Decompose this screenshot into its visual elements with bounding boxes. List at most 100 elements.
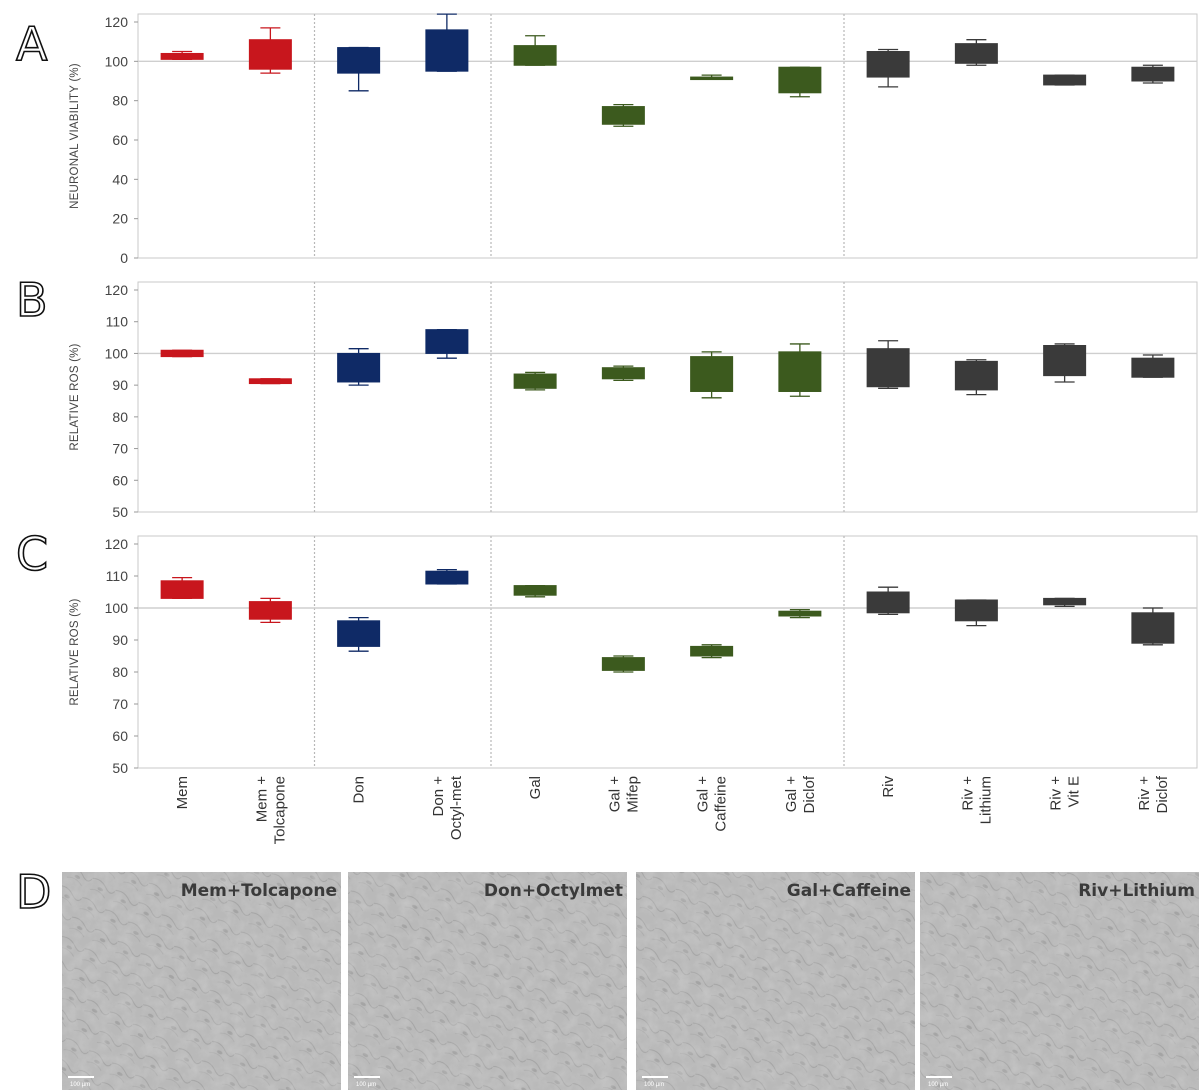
- box: [954, 599, 998, 622]
- box: [513, 373, 557, 389]
- box: [160, 580, 204, 599]
- micrograph-panel: Mem+Tolcapone 100 µm: [62, 872, 341, 1090]
- y-tick-label: 60: [112, 132, 128, 148]
- box: [1131, 357, 1175, 378]
- y-tick-label: 100: [105, 600, 129, 616]
- box: [337, 620, 381, 647]
- box: [425, 570, 469, 585]
- box: [866, 348, 910, 388]
- box: [690, 76, 734, 81]
- category-label: Riv: [880, 776, 897, 798]
- micrograph-panel: Riv+Lithium 100 µm: [920, 872, 1199, 1090]
- category-label: Gal +: [695, 776, 712, 813]
- panel-label-d: D: [16, 865, 51, 919]
- box: [866, 591, 910, 614]
- y-tick-label: 60: [112, 728, 128, 744]
- category-label: Riv +: [1048, 776, 1065, 811]
- box: [601, 106, 645, 125]
- chart-panel-c: 50 60 70 80 90 100 110 120 RELATIVE ROS (%): [69, 535, 1198, 776]
- category-label: Octyl-met: [448, 775, 465, 840]
- scale-bar: [354, 1076, 380, 1078]
- micrograph-panel: Gal+Caffeine 100 µm: [636, 872, 915, 1090]
- category-label: Diclof: [1154, 775, 1171, 813]
- panel-label-c: C: [16, 527, 48, 581]
- y-tick-label: 100: [105, 345, 129, 361]
- plot-frame: [137, 535, 1198, 769]
- box: [160, 349, 204, 358]
- y-axis-label: RELATIVE ROS (%): [69, 598, 81, 705]
- scale-bar: [642, 1076, 668, 1078]
- y-tick-label: 100: [105, 53, 129, 69]
- y-tick-label: 90: [112, 632, 128, 648]
- box: [160, 52, 204, 60]
- box: [601, 657, 645, 671]
- micrograph-texture: [636, 872, 915, 1090]
- plot-frame: [137, 281, 1198, 513]
- y-tick-label: 80: [112, 409, 128, 425]
- chart-panel-b: 50 60 70 80 90 100 110 120 RELATIVE ROS (%): [69, 281, 1198, 520]
- micrograph-label: Gal+Caffeine: [787, 881, 911, 901]
- box: [1043, 74, 1087, 86]
- box: [690, 356, 734, 392]
- y-tick-label: 80: [112, 664, 128, 680]
- category-label: Lithium: [977, 776, 994, 824]
- y-tick-label: 0: [120, 250, 128, 266]
- y-tick-label: 50: [112, 760, 128, 776]
- category-label: Vit E: [1066, 776, 1083, 807]
- y-tick-label: 70: [112, 696, 128, 712]
- micrograph-texture: [348, 872, 627, 1090]
- category-label: Don +: [430, 776, 447, 817]
- category-label: Gal +: [606, 776, 623, 813]
- box: [866, 51, 910, 78]
- category-label: Riv +: [1136, 776, 1153, 811]
- y-tick-label: 80: [112, 93, 128, 109]
- category-label: Mem +: [253, 776, 270, 823]
- micrograph-texture: [62, 872, 341, 1090]
- scale-bar: [68, 1076, 94, 1078]
- box: [778, 610, 822, 617]
- category-label: Gal +: [783, 776, 800, 813]
- y-axis-label: RELATIVE ROS (%): [69, 343, 81, 450]
- category-label: Diclof: [801, 775, 818, 813]
- y-axis-label: NEURONAL VIABILITY (%): [69, 63, 81, 209]
- y-tick-label: 110: [106, 314, 129, 330]
- y-tick-label: 50: [112, 504, 128, 520]
- category-label: Mem: [174, 776, 191, 809]
- panel-label-a: A: [16, 17, 48, 71]
- category-label: Riv +: [959, 776, 976, 811]
- y-tick-label: 40: [112, 171, 128, 187]
- category-label: Mifep: [624, 776, 641, 813]
- category-label: Tolcapone: [271, 776, 288, 844]
- box: [248, 601, 292, 620]
- y-tick-label: 90: [112, 377, 128, 393]
- micrograph-texture: [920, 872, 1199, 1090]
- box: [954, 360, 998, 391]
- box: [778, 66, 822, 94]
- box: [1043, 597, 1087, 606]
- micrograph-label: Riv+Lithium: [1078, 881, 1195, 901]
- box: [690, 645, 734, 657]
- y-tick-label: 120: [105, 14, 129, 30]
- category-labels: Mem Mem + Tolcapone Don Don + Octyl-met Gal Gal…: [174, 775, 1171, 844]
- box: [513, 45, 557, 66]
- y-tick-label: 110: [106, 568, 129, 584]
- scale-bar-label: 100 µm: [356, 1082, 376, 1088]
- y-tick-label: 120: [105, 282, 129, 298]
- y-tick-label: 120: [105, 536, 129, 552]
- box: [513, 585, 557, 596]
- box: [601, 367, 645, 380]
- category-label: Caffeine: [713, 776, 730, 832]
- category-label: Gal: [527, 776, 544, 799]
- box: [1131, 66, 1175, 82]
- category-label: Don: [351, 776, 368, 804]
- box: [1131, 612, 1175, 644]
- micrograph-panel: Don+Octylmet 100 µm: [348, 872, 627, 1090]
- scale-bar-label: 100 µm: [928, 1082, 948, 1088]
- box: [337, 352, 381, 383]
- scale-bar: [926, 1076, 952, 1078]
- y-tick-label: 60: [112, 472, 128, 488]
- box: [248, 39, 292, 70]
- chart-panel-a: 0 20 40 60 80 100 120 NEURONAL VIABILITY (%): [69, 13, 1198, 266]
